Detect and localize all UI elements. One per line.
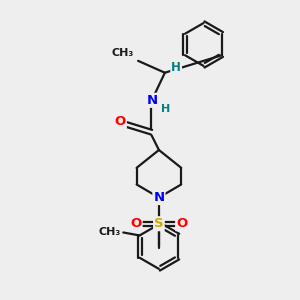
- Text: CH₃: CH₃: [112, 48, 134, 58]
- Text: H: H: [161, 104, 170, 114]
- Text: O: O: [176, 217, 188, 230]
- Text: CH₃: CH₃: [98, 227, 120, 237]
- Text: O: O: [115, 115, 126, 128]
- Text: H: H: [171, 61, 181, 74]
- Text: N: N: [153, 191, 164, 204]
- Text: S: S: [154, 217, 164, 230]
- Text: O: O: [130, 217, 142, 230]
- Text: N: N: [146, 94, 158, 107]
